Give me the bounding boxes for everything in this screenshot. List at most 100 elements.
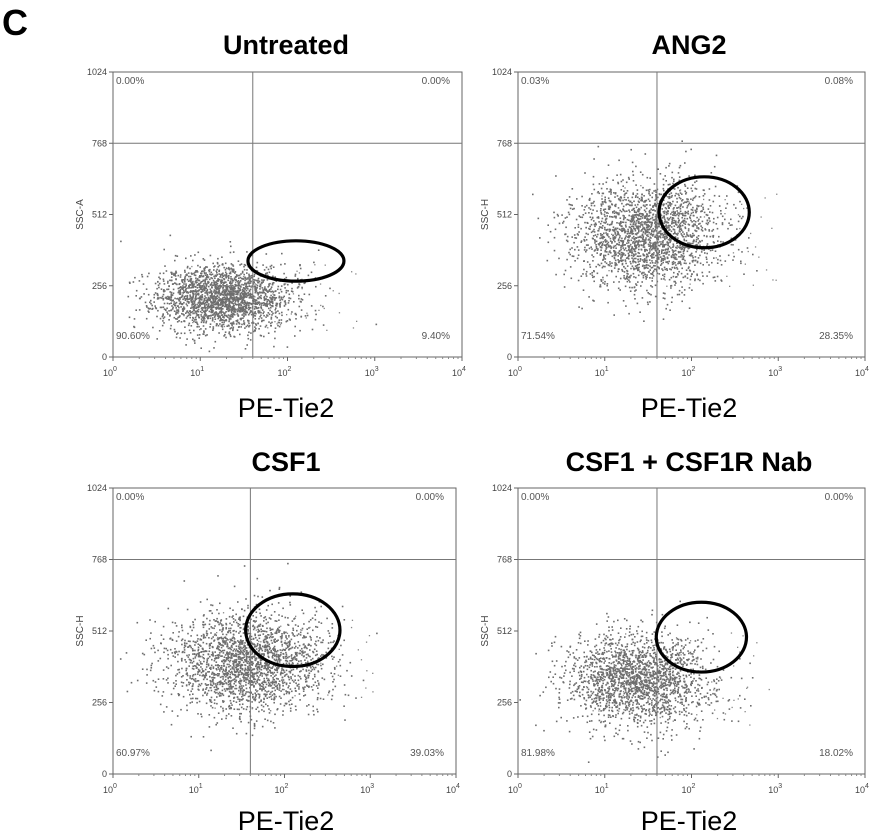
- scatter-point: [662, 178, 665, 181]
- scatter-point: [222, 282, 225, 284]
- scatter-point: [264, 294, 267, 296]
- scatter-point: [617, 233, 619, 236]
- scatter-point: [716, 227, 719, 230]
- scatter-point: [585, 250, 587, 253]
- scatter-point: [641, 200, 644, 202]
- scatter-point: [203, 313, 206, 316]
- scatter-point: [253, 300, 255, 303]
- scatter-point: [619, 217, 622, 219]
- scatter-point: [693, 196, 696, 199]
- scatter-point: [571, 188, 574, 190]
- scatter-point: [229, 296, 232, 299]
- scatter-point: [606, 188, 608, 190]
- scatter-point: [565, 239, 568, 242]
- scatter-point: [648, 210, 651, 213]
- scatter-point: [227, 298, 229, 300]
- scatter-point: [207, 299, 209, 301]
- scatter-point: [223, 688, 226, 690]
- scatter-point: [225, 314, 228, 317]
- scatter-point: [181, 281, 184, 284]
- scatter-point: [208, 306, 211, 309]
- scatter-point: [188, 681, 190, 684]
- scatter-point: [259, 291, 261, 294]
- scatter-point: [732, 259, 734, 261]
- scatter-point: [672, 214, 674, 216]
- scatter-point: [233, 291, 235, 293]
- scatter-point: [147, 293, 150, 296]
- scatter-point: [617, 207, 620, 209]
- scatter-point: [214, 285, 217, 288]
- scatter-point: [170, 296, 172, 298]
- scatter-point: [215, 292, 217, 295]
- scatter-point: [681, 193, 683, 195]
- scatter-point: [694, 259, 696, 262]
- scatter-point: [698, 240, 701, 242]
- scatter-point: [203, 269, 206, 271]
- scatter-point: [214, 291, 216, 293]
- scatter-point: [261, 291, 263, 294]
- scatter-point: [635, 211, 637, 214]
- scatter-point: [600, 208, 602, 210]
- scatter-point: [553, 249, 556, 252]
- scatter-point: [661, 257, 663, 260]
- scatter-point: [250, 303, 253, 306]
- scatter-point: [598, 183, 601, 185]
- scatter-point: [268, 307, 270, 310]
- scatter-point: [701, 210, 703, 212]
- scatter-point: [663, 203, 665, 205]
- scatter-point: [310, 644, 312, 647]
- scatter-point: [650, 225, 653, 228]
- scatter-point: [665, 235, 668, 237]
- scatter-point: [621, 243, 624, 246]
- scatter-point: [212, 299, 214, 301]
- scatter-point: [658, 256, 660, 259]
- scatter-point: [272, 266, 275, 268]
- scatter-point: [600, 220, 603, 223]
- scatter-point: [625, 199, 627, 201]
- scatter-point: [252, 313, 255, 315]
- scatter-point: [220, 309, 223, 311]
- scatter-point: [700, 228, 703, 231]
- scatter-point: [651, 221, 653, 224]
- scatter-point: [186, 310, 189, 312]
- scatter-point: [212, 329, 214, 331]
- scatter-point: [224, 312, 226, 314]
- scatter-point: [595, 244, 597, 246]
- scatter-point: [240, 297, 243, 300]
- scatter-point: [209, 283, 212, 286]
- scatter-point: [675, 276, 677, 278]
- scatter-point: [294, 325, 296, 328]
- scatter-point: [224, 333, 226, 336]
- scatter-point: [654, 265, 656, 267]
- scatter-point: [547, 224, 549, 226]
- scatter-point: [141, 275, 144, 278]
- scatter-point: [623, 217, 625, 219]
- scatter-point: [181, 303, 184, 305]
- scatter-point: [167, 297, 170, 299]
- scatter-point: [169, 327, 172, 330]
- scatter-point: [197, 673, 199, 675]
- scatter-point: [212, 666, 215, 668]
- scatter-point: [603, 244, 606, 246]
- scatter-point: [255, 648, 258, 650]
- scatter-point: [209, 323, 212, 325]
- scatter-point: [641, 271, 644, 274]
- scatter-point: [149, 301, 151, 304]
- scatter-point: [278, 321, 280, 324]
- scatter-point: [665, 307, 667, 310]
- scatter-point: [229, 306, 232, 309]
- scatter-point: [662, 203, 664, 206]
- scatter-point: [684, 246, 686, 248]
- scatter-point: [645, 257, 648, 259]
- scatter-point: [622, 300, 625, 302]
- scatter-point: [238, 287, 240, 290]
- scatter-point: [628, 232, 630, 235]
- scatter-point: [244, 277, 247, 280]
- scatter-point: [618, 228, 621, 231]
- scatter-point: [642, 276, 645, 279]
- scatter-point: [694, 279, 696, 282]
- scatter-point: [200, 272, 202, 275]
- scatter-point: [630, 247, 633, 250]
- scatter-point: [696, 227, 698, 229]
- scatter-point: [585, 232, 588, 235]
